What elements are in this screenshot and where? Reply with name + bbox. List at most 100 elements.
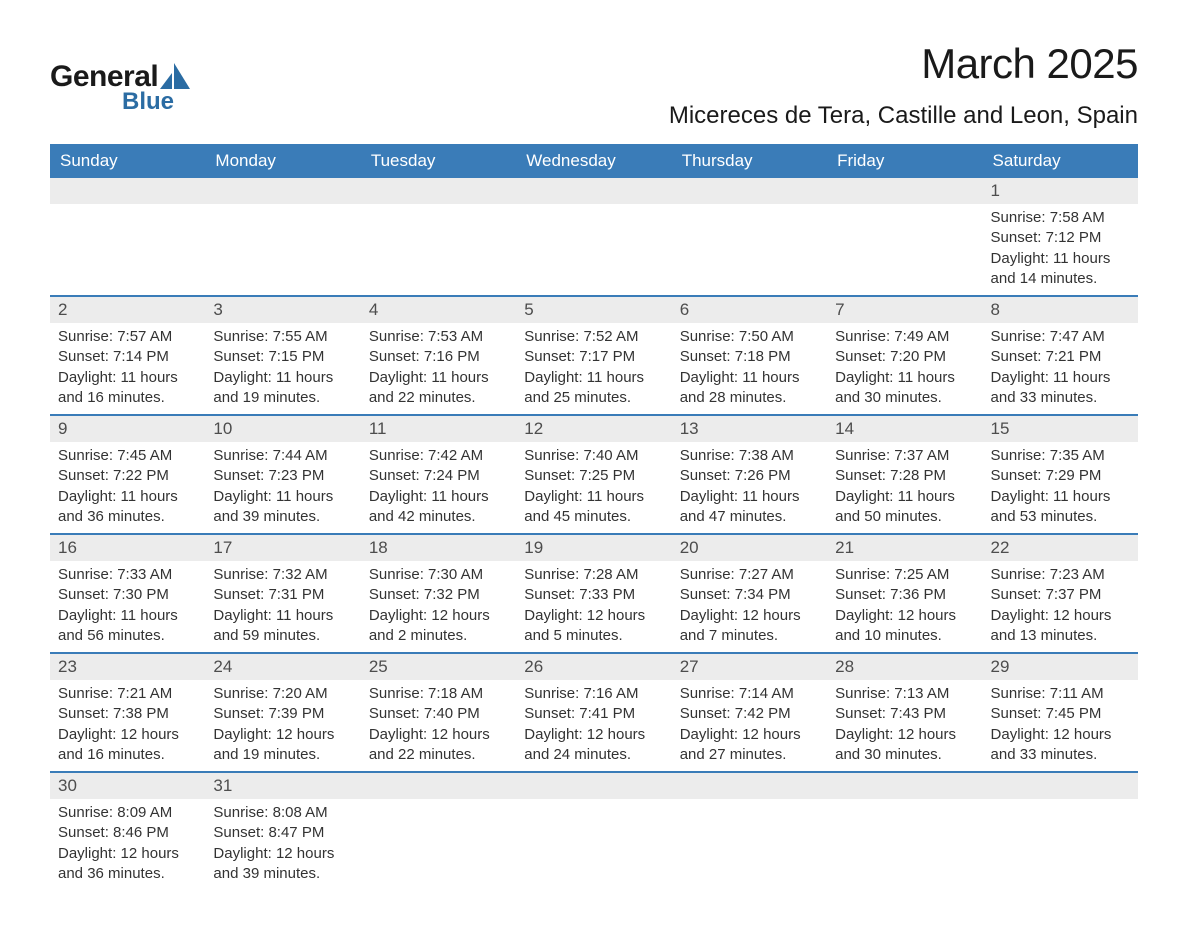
day-body: [983, 799, 1138, 809]
calendar-week: 9Sunrise: 7:45 AMSunset: 7:22 PMDaylight…: [50, 414, 1138, 533]
daylight-line: Daylight: 12 hours and 7 minutes.: [680, 606, 819, 647]
day-number: 11: [361, 416, 516, 442]
calendar-day: [672, 178, 827, 295]
sunset-line: Sunset: 7:12 PM: [991, 228, 1130, 248]
daylight-line: Daylight: 12 hours and 2 minutes.: [369, 606, 508, 647]
daylight-line: Daylight: 12 hours and 22 minutes.: [369, 725, 508, 766]
calendar-day: 23Sunrise: 7:21 AMSunset: 7:38 PMDayligh…: [50, 654, 205, 771]
day-body: [827, 204, 982, 214]
sunset-line: Sunset: 7:37 PM: [991, 585, 1130, 605]
calendar-day: 18Sunrise: 7:30 AMSunset: 7:32 PMDayligh…: [361, 535, 516, 652]
weekday-header: Monday: [205, 144, 360, 178]
day-number: 4: [361, 297, 516, 323]
calendar-day: 16Sunrise: 7:33 AMSunset: 7:30 PMDayligh…: [50, 535, 205, 652]
daylight-line: Daylight: 11 hours and 25 minutes.: [524, 368, 663, 409]
sunrise-line: Sunrise: 7:58 AM: [991, 208, 1130, 228]
daylight-line: Daylight: 11 hours and 42 minutes.: [369, 487, 508, 528]
sunrise-line: Sunrise: 7:30 AM: [369, 565, 508, 585]
calendar-week: 1Sunrise: 7:58 AMSunset: 7:12 PMDaylight…: [50, 178, 1138, 295]
sunrise-line: Sunrise: 8:08 AM: [213, 803, 352, 823]
sunrise-line: Sunrise: 7:40 AM: [524, 446, 663, 466]
day-body: Sunrise: 7:53 AMSunset: 7:16 PMDaylight:…: [361, 323, 516, 414]
day-body: [827, 799, 982, 809]
sunrise-line: Sunrise: 7:49 AM: [835, 327, 974, 347]
daylight-line: Daylight: 12 hours and 16 minutes.: [58, 725, 197, 766]
daylight-line: Daylight: 11 hours and 19 minutes.: [213, 368, 352, 409]
sunset-line: Sunset: 7:26 PM: [680, 466, 819, 486]
sunrise-line: Sunrise: 7:11 AM: [991, 684, 1130, 704]
weekday-header: Sunday: [50, 144, 205, 178]
calendar-day: [50, 178, 205, 295]
calendar-day: 27Sunrise: 7:14 AMSunset: 7:42 PMDayligh…: [672, 654, 827, 771]
daylight-line: Daylight: 11 hours and 59 minutes.: [213, 606, 352, 647]
day-number: [516, 178, 671, 204]
page-title: March 2025: [669, 40, 1138, 88]
day-body: Sunrise: 7:37 AMSunset: 7:28 PMDaylight:…: [827, 442, 982, 533]
sunrise-line: Sunrise: 7:25 AM: [835, 565, 974, 585]
calendar-day: [361, 773, 516, 890]
sunset-line: Sunset: 7:34 PM: [680, 585, 819, 605]
sunset-line: Sunset: 7:43 PM: [835, 704, 974, 724]
weekday-header: Wednesday: [516, 144, 671, 178]
sunrise-line: Sunrise: 7:38 AM: [680, 446, 819, 466]
day-body: Sunrise: 7:33 AMSunset: 7:30 PMDaylight:…: [50, 561, 205, 652]
calendar-day: 13Sunrise: 7:38 AMSunset: 7:26 PMDayligh…: [672, 416, 827, 533]
calendar-day: 31Sunrise: 8:08 AMSunset: 8:47 PMDayligh…: [205, 773, 360, 890]
daylight-line: Daylight: 11 hours and 22 minutes.: [369, 368, 508, 409]
sunrise-line: Sunrise: 7:28 AM: [524, 565, 663, 585]
sunset-line: Sunset: 7:36 PM: [835, 585, 974, 605]
weekday-header: Friday: [827, 144, 982, 178]
sunrise-line: Sunrise: 7:35 AM: [991, 446, 1130, 466]
sunrise-line: Sunrise: 7:45 AM: [58, 446, 197, 466]
daylight-line: Daylight: 12 hours and 39 minutes.: [213, 844, 352, 885]
day-body: Sunrise: 7:32 AMSunset: 7:31 PMDaylight:…: [205, 561, 360, 652]
day-number: 30: [50, 773, 205, 799]
day-number: 16: [50, 535, 205, 561]
day-body: Sunrise: 7:20 AMSunset: 7:39 PMDaylight:…: [205, 680, 360, 771]
day-body: Sunrise: 7:57 AMSunset: 7:14 PMDaylight:…: [50, 323, 205, 414]
calendar-day: 12Sunrise: 7:40 AMSunset: 7:25 PMDayligh…: [516, 416, 671, 533]
sunset-line: Sunset: 7:31 PM: [213, 585, 352, 605]
day-number: 23: [50, 654, 205, 680]
daylight-line: Daylight: 12 hours and 10 minutes.: [835, 606, 974, 647]
day-number: 27: [672, 654, 827, 680]
calendar-day: 20Sunrise: 7:27 AMSunset: 7:34 PMDayligh…: [672, 535, 827, 652]
day-number: [205, 178, 360, 204]
day-body: Sunrise: 7:55 AMSunset: 7:15 PMDaylight:…: [205, 323, 360, 414]
sunrise-line: Sunrise: 7:16 AM: [524, 684, 663, 704]
daylight-line: Daylight: 11 hours and 50 minutes.: [835, 487, 974, 528]
day-body: Sunrise: 7:11 AMSunset: 7:45 PMDaylight:…: [983, 680, 1138, 771]
weekday-header: Tuesday: [361, 144, 516, 178]
calendar-day: 14Sunrise: 7:37 AMSunset: 7:28 PMDayligh…: [827, 416, 982, 533]
day-body: Sunrise: 7:21 AMSunset: 7:38 PMDaylight:…: [50, 680, 205, 771]
sunset-line: Sunset: 8:47 PM: [213, 823, 352, 843]
day-body: [361, 799, 516, 809]
calendar-day: 19Sunrise: 7:28 AMSunset: 7:33 PMDayligh…: [516, 535, 671, 652]
weekday-header-row: SundayMondayTuesdayWednesdayThursdayFrid…: [50, 144, 1138, 178]
daylight-line: Daylight: 11 hours and 53 minutes.: [991, 487, 1130, 528]
day-body: Sunrise: 7:23 AMSunset: 7:37 PMDaylight:…: [983, 561, 1138, 652]
calendar-day: 25Sunrise: 7:18 AMSunset: 7:40 PMDayligh…: [361, 654, 516, 771]
daylight-line: Daylight: 12 hours and 36 minutes.: [58, 844, 197, 885]
daylight-line: Daylight: 11 hours and 45 minutes.: [524, 487, 663, 528]
day-number: 20: [672, 535, 827, 561]
day-number: 18: [361, 535, 516, 561]
sunrise-line: Sunrise: 7:14 AM: [680, 684, 819, 704]
day-number: 3: [205, 297, 360, 323]
sunrise-line: Sunrise: 7:21 AM: [58, 684, 197, 704]
calendar-day: 21Sunrise: 7:25 AMSunset: 7:36 PMDayligh…: [827, 535, 982, 652]
day-number: 22: [983, 535, 1138, 561]
calendar-day: 15Sunrise: 7:35 AMSunset: 7:29 PMDayligh…: [983, 416, 1138, 533]
calendar-day: [516, 178, 671, 295]
sunrise-line: Sunrise: 7:55 AM: [213, 327, 352, 347]
day-number: 8: [983, 297, 1138, 323]
sunset-line: Sunset: 7:16 PM: [369, 347, 508, 367]
day-number: [672, 178, 827, 204]
day-body: Sunrise: 8:09 AMSunset: 8:46 PMDaylight:…: [50, 799, 205, 890]
calendar-day: 26Sunrise: 7:16 AMSunset: 7:41 PMDayligh…: [516, 654, 671, 771]
day-body: Sunrise: 7:18 AMSunset: 7:40 PMDaylight:…: [361, 680, 516, 771]
daylight-line: Daylight: 11 hours and 39 minutes.: [213, 487, 352, 528]
day-body: Sunrise: 7:35 AMSunset: 7:29 PMDaylight:…: [983, 442, 1138, 533]
location-subtitle: Micereces de Tera, Castille and Leon, Sp…: [669, 102, 1138, 130]
day-number: 15: [983, 416, 1138, 442]
